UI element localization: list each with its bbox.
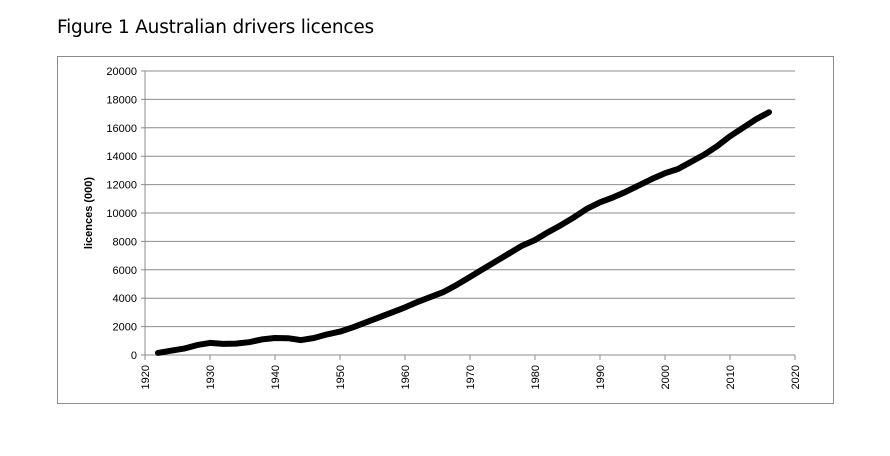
x-tick-label: 1930 bbox=[205, 365, 217, 389]
x-tick-label: 1960 bbox=[400, 365, 412, 389]
x-tick-label: 1980 bbox=[530, 365, 542, 389]
x-tick-label: 1950 bbox=[335, 365, 347, 389]
chart-frame bbox=[57, 56, 834, 404]
axes bbox=[141, 70, 796, 360]
y-tick-label: 4000 bbox=[113, 293, 137, 305]
y-tick-label: 14000 bbox=[106, 151, 137, 163]
x-tick-label: 2000 bbox=[660, 365, 672, 389]
x-tick-label: 1990 bbox=[595, 365, 607, 389]
y-tick-label: 12000 bbox=[106, 180, 137, 192]
x-tick-label: 1920 bbox=[140, 365, 152, 389]
x-tick-label: 2010 bbox=[725, 365, 737, 389]
y-tick-label: 8000 bbox=[113, 236, 137, 248]
series-line bbox=[155, 109, 772, 356]
tick-labels: 0 2000 4000 6000 8000 10000 12000 14000 16000 180… bbox=[106, 66, 802, 389]
y-tick-label: 20000 bbox=[106, 66, 137, 78]
y-tick-label: 16000 bbox=[106, 123, 137, 135]
y-tick-label: 2000 bbox=[113, 322, 137, 334]
x-tick-label: 1940 bbox=[270, 365, 282, 389]
grid-lines bbox=[145, 70, 795, 328]
y-tick-label: 0 bbox=[131, 350, 137, 362]
y-axis-title: licences (000) bbox=[83, 177, 95, 249]
figure-title: Figure 1 Australian drivers licences bbox=[57, 17, 374, 38]
y-tick-label: 18000 bbox=[106, 94, 137, 106]
x-tick-label: 1970 bbox=[465, 365, 477, 389]
y-tick-label: 6000 bbox=[113, 265, 137, 277]
y-tick-label: 10000 bbox=[106, 208, 137, 220]
series-layer bbox=[155, 109, 772, 356]
x-tick-label: 2020 bbox=[790, 365, 802, 389]
